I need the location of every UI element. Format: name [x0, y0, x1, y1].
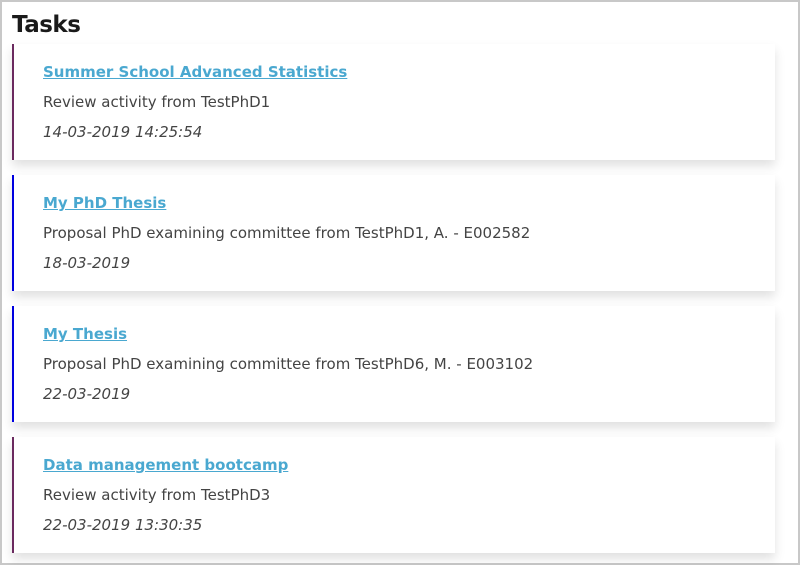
task-description: Proposal PhD examining committee from Te…: [43, 224, 531, 242]
task-title-link[interactable]: My Thesis: [43, 325, 128, 343]
task-description: Proposal PhD examining committee from Te…: [43, 355, 534, 373]
page-title: Tasks: [12, 12, 81, 38]
task-date: 18-03-2019: [43, 254, 131, 272]
task-title-link[interactable]: Summer School Advanced Statistics: [43, 63, 348, 81]
task-card: My Thesis Proposal PhD examining committ…: [12, 306, 775, 422]
task-date: 14-03-2019 14:25:54: [43, 123, 203, 141]
task-card: Data management bootcamp Review activity…: [12, 437, 775, 553]
task-date: 22-03-2019: [43, 385, 131, 403]
task-title-link[interactable]: My PhD Thesis: [43, 194, 167, 212]
task-description: Review activity from TestPhD1: [43, 93, 271, 111]
task-description: Review activity from TestPhD3: [43, 486, 271, 504]
task-card: My PhD Thesis Proposal PhD examining com…: [12, 175, 775, 291]
task-card: Summer School Advanced Statistics Review…: [12, 44, 775, 160]
task-title-link[interactable]: Data management bootcamp: [43, 456, 289, 474]
task-date: 22-03-2019 13:30:35: [43, 516, 203, 534]
